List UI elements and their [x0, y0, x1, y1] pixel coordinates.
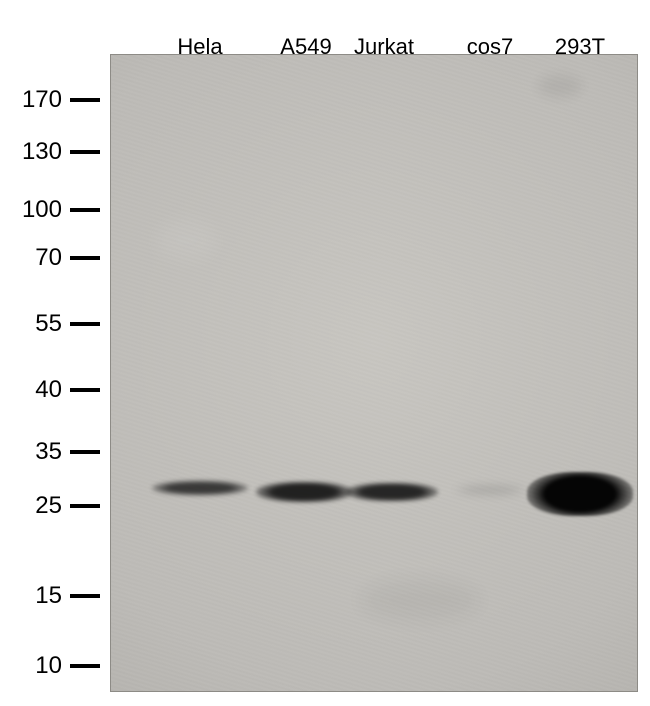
lane-label-cos7: cos7 — [467, 34, 513, 60]
band-jurkat — [346, 483, 438, 501]
mw-label: 130 — [0, 138, 62, 166]
mw-label: 10 — [0, 652, 62, 680]
mw-label: 55 — [0, 310, 62, 338]
lane-label-hela: Hela — [177, 34, 222, 60]
mw-tick — [70, 150, 100, 154]
band-293t — [527, 472, 633, 516]
mw-label: 100 — [0, 196, 62, 224]
band-cos7 — [455, 485, 525, 495]
mw-label: 170 — [0, 86, 62, 114]
mw-label: 25 — [0, 492, 62, 520]
artifact-1 — [156, 220, 216, 260]
lane-label-293t: 293T — [555, 34, 605, 60]
lane-label-jurkat: Jurkat — [354, 34, 414, 60]
mw-tick — [70, 388, 100, 392]
band-a549 — [256, 482, 352, 502]
mw-tick — [70, 664, 100, 668]
mw-tick — [70, 450, 100, 454]
mw-tick — [70, 256, 100, 260]
mw-label: 35 — [0, 438, 62, 466]
mw-label: 70 — [0, 244, 62, 272]
mw-tick — [70, 98, 100, 102]
mw-label: 40 — [0, 376, 62, 404]
mw-tick — [70, 208, 100, 212]
band-hela — [152, 481, 248, 495]
artifact-0 — [538, 75, 582, 97]
western-blot-figure: 170 130 100 70 55 40 35 25 15 10 Hela A549 Jurkat co… — [0, 0, 650, 706]
lane-label-a549: A549 — [280, 34, 331, 60]
mw-tick — [70, 594, 100, 598]
mw-tick — [70, 322, 100, 326]
artifact-2 — [360, 580, 480, 620]
mw-tick — [70, 504, 100, 508]
mw-label: 15 — [0, 582, 62, 610]
